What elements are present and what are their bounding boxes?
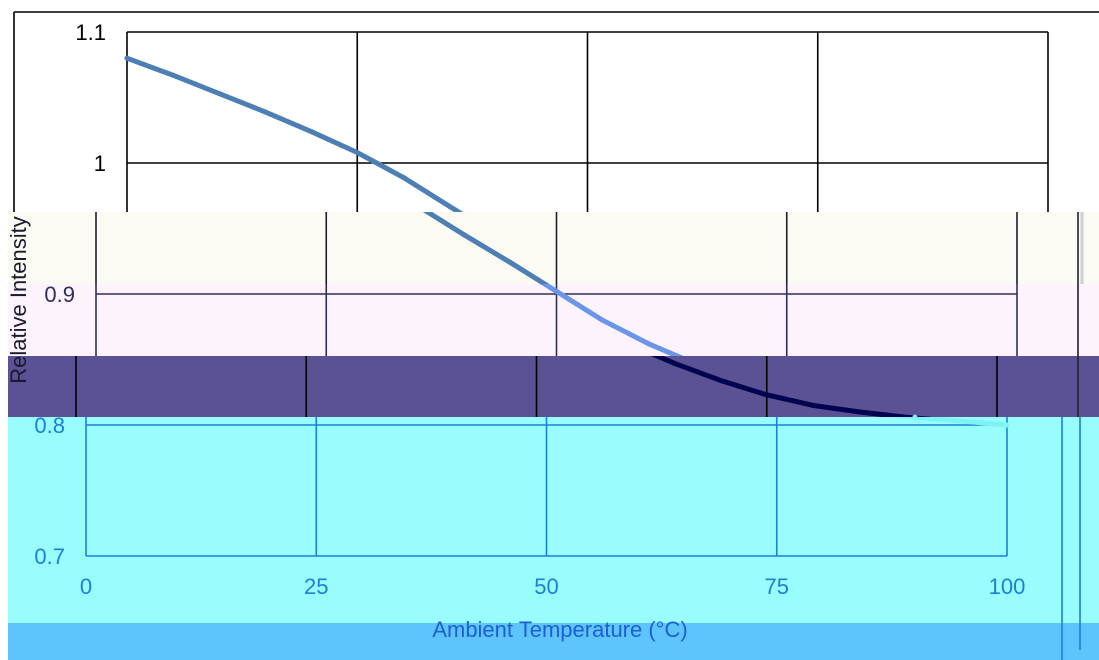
data-point xyxy=(217,91,222,96)
data-point xyxy=(672,361,677,366)
data-point xyxy=(171,73,176,78)
x-axis-label: Ambient Temperature (°C) xyxy=(432,617,687,642)
data-point xyxy=(646,341,651,346)
data-point xyxy=(1005,423,1010,428)
data-point xyxy=(764,392,769,397)
x-tick-label: 75 xyxy=(765,574,789,599)
data-point xyxy=(912,415,917,420)
data-point xyxy=(401,175,406,180)
y-tick-label: 1 xyxy=(94,151,106,176)
y-tick-label: 0.9 xyxy=(44,282,75,307)
data-point xyxy=(309,129,314,134)
data-point xyxy=(554,289,559,294)
data-point xyxy=(355,150,360,155)
y-tick-label: 1.1 xyxy=(75,20,106,45)
data-point xyxy=(263,109,268,114)
data-point xyxy=(462,233,467,238)
x-tick-label: 50 xyxy=(534,574,558,599)
y-axis-label: Relative Intensity xyxy=(6,216,31,384)
x-tick-label: 25 xyxy=(304,574,328,599)
data-point xyxy=(125,56,130,61)
data-point xyxy=(810,403,815,408)
data-point xyxy=(958,419,963,424)
y-tick-label: 0.7 xyxy=(34,544,65,569)
x-tick-label: 0 xyxy=(80,574,92,599)
series-line-segment xyxy=(86,58,1007,425)
data-point xyxy=(508,260,513,265)
data-point xyxy=(447,204,452,209)
data-point xyxy=(718,378,723,383)
x-tick-label: 100 xyxy=(989,574,1026,599)
y-tick-label: 0.8 xyxy=(34,413,65,438)
data-point xyxy=(600,318,605,323)
data-point xyxy=(856,409,861,414)
